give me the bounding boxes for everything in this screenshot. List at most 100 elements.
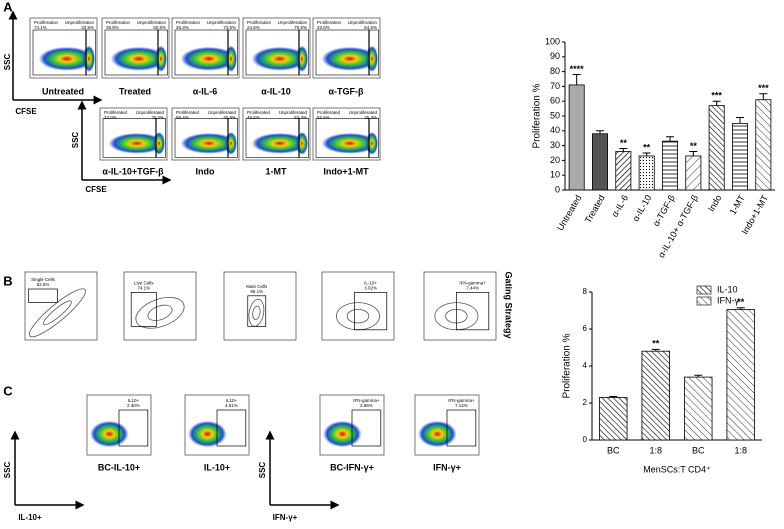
x-tick-label: α-TGF-β xyxy=(651,193,677,228)
gate-value: 64.6% xyxy=(364,25,377,30)
error-bar xyxy=(736,116,744,124)
density-blob xyxy=(154,45,167,72)
y-tick-label: 80 xyxy=(550,66,560,76)
plot-frame xyxy=(223,271,297,341)
error-bar xyxy=(651,348,660,352)
gate-value: 75.2% xyxy=(151,115,164,120)
gate xyxy=(28,288,58,303)
gate xyxy=(227,29,238,76)
significance: ** xyxy=(652,339,660,349)
gate-label: Single Cells xyxy=(31,277,56,282)
y-axis-label: Proliferation % xyxy=(532,83,543,148)
x-tick-label: Indo xyxy=(706,193,723,213)
gate-label: Proliferated xyxy=(104,110,128,115)
y-tick-label: 20 xyxy=(550,155,560,165)
gate xyxy=(102,118,157,158)
plot-label: Indo+1-MT xyxy=(323,166,369,176)
density-blob xyxy=(252,305,261,320)
gate-value: 2.30% xyxy=(127,403,140,408)
gate xyxy=(247,295,267,327)
error-bar xyxy=(689,151,698,156)
significance: *** xyxy=(758,83,769,93)
density-blob xyxy=(365,45,378,72)
y-tick-label: 90 xyxy=(550,51,560,61)
legend-swatch xyxy=(696,296,712,306)
y-tick-label: 100 xyxy=(545,36,560,46)
gate-value: 4.51% xyxy=(225,403,238,408)
gate-label: Proliferation xyxy=(106,20,131,25)
axis-label: SSC xyxy=(3,54,12,71)
gate xyxy=(227,118,238,158)
x-tick-label: 1-MT xyxy=(728,193,747,217)
gate xyxy=(174,29,229,76)
gate-value: 33.6% xyxy=(317,25,330,30)
bar xyxy=(615,151,632,191)
gate xyxy=(354,292,388,331)
y-tick-label: 0 xyxy=(583,435,588,444)
gate xyxy=(245,29,300,76)
gate-label: IFN-gamma+ xyxy=(353,398,380,403)
side-label: Gating Strategy xyxy=(504,271,514,338)
gate-label: Unproliferated xyxy=(136,110,165,115)
gate xyxy=(174,118,229,158)
plot-label: IFN-γ+ xyxy=(433,462,461,472)
x-tick-label: BC xyxy=(607,445,620,455)
gate-label: Main Cells xyxy=(246,284,268,289)
plot-frame xyxy=(321,271,395,341)
axis-label: CFSE xyxy=(85,185,107,194)
significance: ** xyxy=(737,297,745,307)
x-axis-label: MenSCs:T CD4⁺ xyxy=(643,464,711,474)
gate-label: Proliferated xyxy=(247,110,271,115)
gate xyxy=(368,118,379,158)
gate-value: 62.6% xyxy=(317,115,330,120)
gate-value: 3.02% xyxy=(364,286,377,291)
gate-value: 33.5% xyxy=(81,25,94,30)
gate-value: 74.1% xyxy=(137,286,150,291)
panel-letter: C xyxy=(3,383,13,398)
y-axis-label: Proliferation % xyxy=(562,333,573,398)
density-blob xyxy=(365,131,378,155)
axis-label: IFN-γ+ xyxy=(273,513,298,522)
error-bar xyxy=(642,152,651,156)
gate-label: IL10+ xyxy=(128,398,140,403)
gate-label: IFN-gamma+ xyxy=(459,281,486,286)
gate xyxy=(245,118,300,158)
gate xyxy=(118,409,149,447)
density-blob xyxy=(147,304,173,321)
plot-frame xyxy=(423,271,497,341)
x-tick-label: α-IL-10 xyxy=(630,193,653,223)
gate-label: Unproliferation xyxy=(65,20,95,25)
gate-label: Proliferation xyxy=(247,20,272,25)
gate xyxy=(351,409,382,447)
gate-label: Proliferation xyxy=(317,20,342,25)
plot-label: α-IL-10+TGF-β xyxy=(102,166,164,176)
axis-label: SSC xyxy=(3,462,12,479)
gate-value: 58.4% xyxy=(176,115,189,120)
density-blob xyxy=(321,46,378,71)
x-tick-label: 1:8 xyxy=(649,445,662,455)
significance: **** xyxy=(570,64,585,74)
y-tick-label: 70 xyxy=(550,81,560,91)
gate-value: 26.3% xyxy=(176,25,189,30)
bar xyxy=(684,376,713,441)
error-bar xyxy=(619,148,628,152)
gate-label: Unproliferation xyxy=(348,20,378,25)
significance: *** xyxy=(711,91,722,101)
gate xyxy=(446,409,477,447)
bar xyxy=(638,155,655,191)
significance: ** xyxy=(690,141,698,151)
gate xyxy=(368,29,379,76)
gate xyxy=(85,29,96,76)
density-blob xyxy=(295,45,308,72)
density-blob xyxy=(180,46,237,71)
gate-label: IL-10+ xyxy=(364,281,377,286)
y-tick-label: 0 xyxy=(555,184,560,194)
density-blob xyxy=(108,132,165,154)
bar xyxy=(641,350,670,441)
gate xyxy=(315,29,370,76)
error-bar xyxy=(572,74,581,85)
bar xyxy=(592,133,608,191)
axis-label: SSC xyxy=(258,462,267,479)
gate xyxy=(104,29,159,76)
